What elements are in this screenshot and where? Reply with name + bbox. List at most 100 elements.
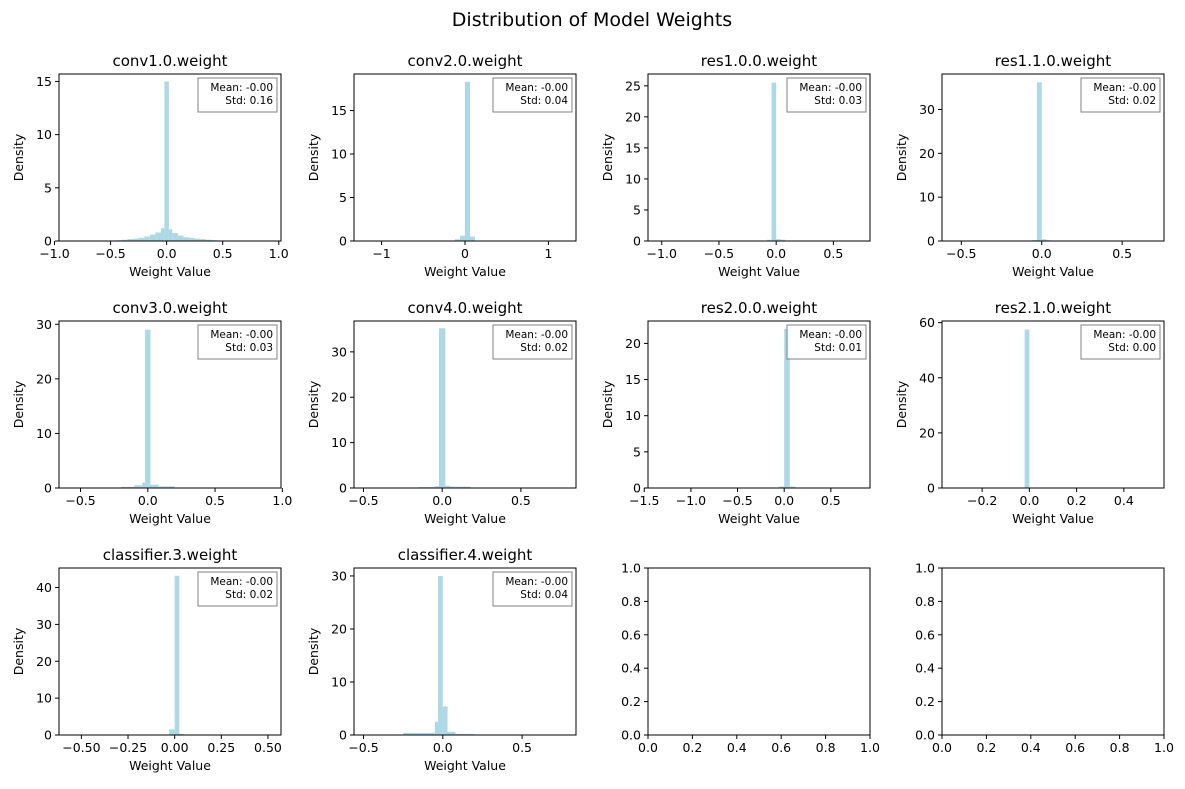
x-axis-label: Weight Value xyxy=(129,264,211,279)
subplot-title: res1.0.0.weight xyxy=(701,52,818,70)
subplot-1: −1.0 −0.5 0.0 0.5 1.0 0 5 10 15 conv1.0.weight Wei… xyxy=(11,52,289,279)
histogram-bar xyxy=(403,732,435,735)
histogram-bar xyxy=(183,237,190,241)
histogram-bar xyxy=(767,239,772,241)
x-tick-label: −0.2 xyxy=(967,493,997,508)
histogram-bar xyxy=(174,575,180,735)
subplot-title: res1.1.0.weight xyxy=(995,52,1112,70)
y-tick-label: 10 xyxy=(36,127,52,142)
x-axis-label: Weight Value xyxy=(718,511,800,526)
subplot-title: conv1.0.weight xyxy=(112,52,227,70)
y-tick-label: 0.4 xyxy=(621,661,641,676)
y-tick-label: 10 xyxy=(331,674,347,689)
y-tick-label: 5 xyxy=(44,180,52,195)
histogram-bar xyxy=(459,235,465,241)
y-axis-label: Density xyxy=(306,380,321,428)
histogram-bar xyxy=(1041,239,1047,241)
stats-mean: Mean: -0.00 xyxy=(210,82,273,94)
x-tick-label: −0.50 xyxy=(62,740,100,755)
x-axis-label: Weight Value xyxy=(1012,264,1094,279)
x-tick-label: 0.5 xyxy=(1112,246,1132,261)
histogram-bar xyxy=(789,486,796,488)
x-axis-label: Weight Value xyxy=(718,264,800,279)
x-tick-label: −0.5 xyxy=(95,246,125,261)
histogram-bar xyxy=(776,239,781,241)
y-axis-label: Density xyxy=(894,380,909,428)
stats-box xyxy=(786,324,867,360)
histogram-bar xyxy=(780,239,786,241)
stats-std: Std: 0.16 xyxy=(225,95,273,107)
y-axis-label: Density xyxy=(11,627,26,675)
y-axis-label: Density xyxy=(600,133,615,181)
stats-std: Std: 0.03 xyxy=(225,342,273,354)
axes-frame xyxy=(353,320,577,489)
histogram-bar xyxy=(438,575,443,735)
subplot-4: −0.5 0.0 0.5 0 10 20 30 res1.1.0.weight Weight V… xyxy=(894,52,1165,279)
histogram-bar xyxy=(194,238,201,241)
x-tick-label: 0.2 xyxy=(682,740,702,755)
x-tick-label: 0.5 xyxy=(511,493,531,508)
stats-box xyxy=(197,77,278,113)
x-tick-label: 0.0 xyxy=(932,740,952,755)
y-tick-label: 30 xyxy=(919,102,935,117)
y-tick-label: 0 xyxy=(927,481,935,496)
stats-mean: Mean: -0.00 xyxy=(1093,329,1156,341)
x-tick-label: −1.0 xyxy=(39,246,69,261)
y-axis-label: Density xyxy=(600,380,615,428)
stats-std: Std: 0.00 xyxy=(1108,342,1156,354)
stats-box xyxy=(197,324,278,360)
y-axis-label: Density xyxy=(11,133,26,181)
x-tick-label: 0.25 xyxy=(207,740,235,755)
histogram-bar xyxy=(442,706,448,735)
x-tick-label: 1 xyxy=(544,246,552,261)
x-tick-label: −0.25 xyxy=(109,740,147,755)
axes-frame xyxy=(647,73,871,242)
y-tick-label: 0.4 xyxy=(915,661,935,676)
histogram-bar xyxy=(144,236,150,241)
y-axis-label: Density xyxy=(306,627,321,675)
histogram-bar xyxy=(155,232,162,241)
y-tick-label: 60 xyxy=(919,315,935,330)
x-tick-label: 0.2 xyxy=(1067,493,1087,508)
stats-mean: Mean: -0.00 xyxy=(1093,82,1156,94)
x-tick-label: 1.0 xyxy=(860,740,880,755)
y-tick-label: 0 xyxy=(633,234,641,249)
x-tick-label: −0.5 xyxy=(722,493,752,508)
subplot-title: conv2.0.weight xyxy=(407,52,522,70)
y-tick-label: 0.6 xyxy=(915,627,935,642)
subplot-7: −1.5 −1.0 −0.5 0.0 0.5 0 5 10 15 20 res2.0.0.weigh… xyxy=(600,299,871,526)
y-tick-label: 10 xyxy=(331,147,347,162)
y-tick-label: 30 xyxy=(331,344,347,359)
x-tick-label: 0.8 xyxy=(816,740,836,755)
subplot-grid: −1.0 −0.5 0.0 0.5 1.0051015conv1.0.weightWei… xyxy=(11,52,1174,773)
x-tick-label: −1.5 xyxy=(629,493,659,508)
subplot-title: res2.1.0.weight xyxy=(995,299,1112,317)
x-axis-label: Weight Value xyxy=(424,758,506,773)
x-tick-label: 0.6 xyxy=(1065,740,1085,755)
x-tick-label: −1.0 xyxy=(647,246,677,261)
subplot-title: conv4.0.weight xyxy=(407,299,522,317)
histogram-bar xyxy=(450,486,471,488)
subplot-6: −0.5 0.0 0.5 0 10 20 30 conv4.0.weight Weight Va… xyxy=(306,299,577,526)
histogram-bar xyxy=(164,81,169,241)
x-tick-label: 1.0 xyxy=(269,246,289,261)
y-tick-label: 20 xyxy=(625,336,641,351)
y-tick-label: 0.2 xyxy=(915,694,935,709)
y-tick-label: 0.8 xyxy=(621,594,641,609)
subplot-title: classifier.4.weight xyxy=(398,546,533,564)
y-tick-label: 5 xyxy=(633,202,641,217)
histogram-bar xyxy=(145,329,151,488)
x-tick-label: 0.5 xyxy=(213,246,233,261)
x-tick-label: 0.0 xyxy=(774,493,794,508)
histogram-bar xyxy=(447,731,456,735)
histogram-bar xyxy=(138,237,145,241)
histogram-bar xyxy=(189,237,195,241)
axes-frame xyxy=(58,73,282,242)
y-tick-label: 20 xyxy=(36,371,52,386)
x-axis-label: Weight Value xyxy=(129,758,211,773)
stats-box xyxy=(1080,77,1161,113)
histogram-bar xyxy=(454,239,460,241)
subplot-9: −0.50 −0.25 0.00 0.25 0.50 0 10 20 30 40 classifie… xyxy=(11,546,282,773)
y-tick-label: 20 xyxy=(625,109,641,124)
